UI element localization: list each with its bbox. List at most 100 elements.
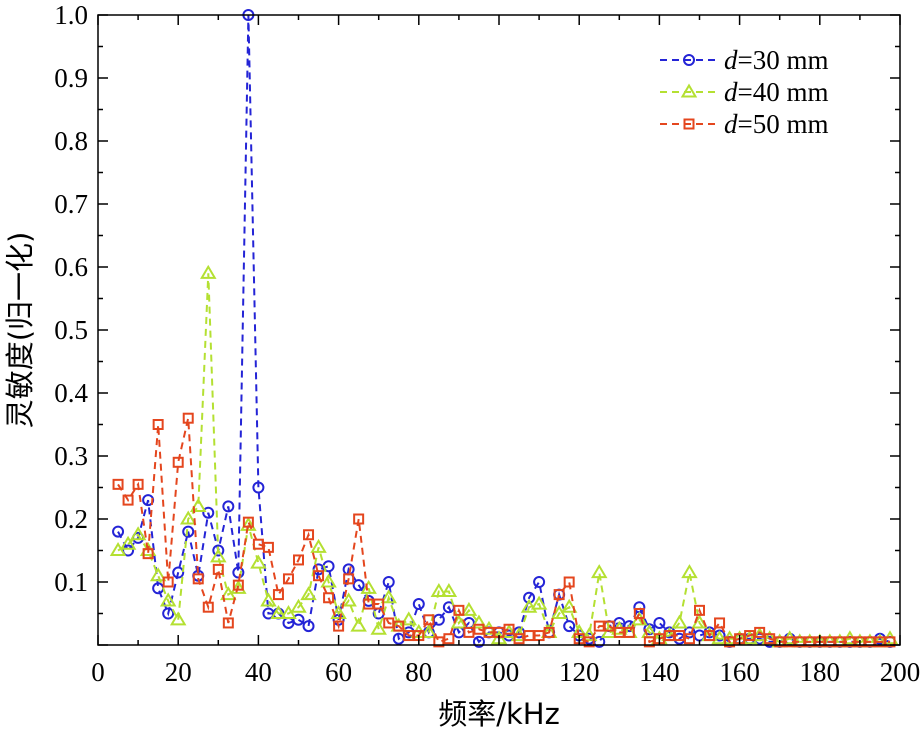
data-point [663, 630, 675, 642]
data-point [470, 614, 488, 629]
data-point [119, 535, 137, 550]
series-group [109, 9, 899, 648]
data-point [232, 566, 245, 579]
data-point [373, 598, 385, 610]
data-point [683, 54, 695, 66]
data-point [423, 614, 435, 626]
data-point [463, 626, 475, 638]
data-point [603, 620, 615, 632]
x-tick-label: 40 [245, 657, 272, 687]
data-point [290, 598, 307, 613]
data-point [122, 544, 135, 557]
data-point [711, 630, 728, 645]
data-point [834, 636, 846, 648]
data-point [230, 579, 247, 594]
y-axis-title: 灵敏度(归一化) [3, 232, 37, 429]
data-point [232, 579, 244, 591]
data-point [350, 617, 367, 632]
data-point [112, 525, 125, 538]
data-point [212, 544, 225, 557]
data-point [352, 579, 365, 592]
data-point [179, 510, 197, 525]
data-point [169, 611, 187, 626]
y-tick-label: 0.7 [54, 189, 88, 219]
data-point [142, 548, 154, 560]
data-point [533, 576, 546, 588]
y-tick-label: 0.6 [54, 252, 88, 282]
data-point [343, 573, 355, 585]
data-point [192, 573, 204, 585]
x-tick-label: 100 [479, 657, 520, 687]
data-point [714, 617, 726, 629]
data-point [530, 595, 548, 610]
data-point [453, 604, 465, 616]
data-point [202, 601, 214, 613]
data-point [563, 576, 575, 588]
data-point [704, 630, 716, 642]
data-point [613, 626, 625, 638]
data-point [854, 636, 866, 648]
y-tick-label: 0.3 [54, 441, 88, 471]
data-point [260, 592, 277, 607]
y-tick-label: 0.4 [54, 378, 88, 408]
data-point [633, 608, 645, 619]
axis-ticks [97, 14, 901, 646]
data-point [222, 500, 235, 513]
data-point [560, 598, 578, 613]
x-tick-label: 0 [91, 657, 105, 687]
data-point [393, 620, 405, 632]
data-point [563, 620, 576, 633]
data-point [420, 623, 438, 638]
x-tick-label: 60 [325, 657, 352, 687]
data-point [681, 564, 698, 579]
data-point [310, 538, 327, 553]
data-point [190, 497, 207, 512]
y-tick-label: 0.9 [54, 63, 88, 93]
data-point [683, 633, 695, 645]
data-point [844, 636, 856, 648]
data-point [473, 623, 485, 635]
data-point [383, 617, 395, 629]
data-point [430, 582, 448, 597]
data-point [864, 636, 876, 648]
data-point [172, 566, 185, 579]
data-point [250, 554, 267, 569]
data-point [370, 620, 387, 635]
data-point [794, 636, 806, 648]
legend-value: =40 mm [738, 77, 829, 107]
data-point [520, 598, 538, 613]
data-point [172, 456, 184, 468]
data-point [653, 616, 666, 629]
data-point [683, 118, 695, 130]
data-point [240, 516, 257, 531]
legend-variable: d [724, 109, 738, 139]
data-point [300, 586, 317, 601]
y-tick-label: 0.8 [54, 126, 88, 156]
data-point [764, 633, 776, 645]
data-point [129, 526, 147, 541]
data-point [433, 636, 445, 648]
data-point [673, 630, 685, 642]
data-point [360, 579, 377, 594]
y-tick-label: 1.0 [54, 0, 88, 30]
data-point [754, 626, 766, 638]
data-point [152, 419, 164, 430]
data-point [460, 601, 478, 616]
series-2 [109, 264, 899, 648]
data-point [222, 617, 234, 629]
data-point [443, 633, 455, 645]
x-tick-label: 200 [880, 657, 921, 687]
data-point [252, 481, 265, 494]
data-point [202, 506, 215, 519]
data-point [874, 636, 886, 648]
data-point [591, 564, 608, 579]
data-point [292, 613, 305, 626]
data-point [724, 636, 736, 648]
data-point [784, 636, 796, 648]
data-point [210, 548, 227, 563]
tick-labels: 0 20 40 60 80 100 120 140 160 180 200 0.1 0.2 0.3 0.4 0… [54, 0, 920, 687]
data-point [503, 623, 515, 635]
data-point [680, 83, 698, 98]
data-point [132, 478, 144, 490]
